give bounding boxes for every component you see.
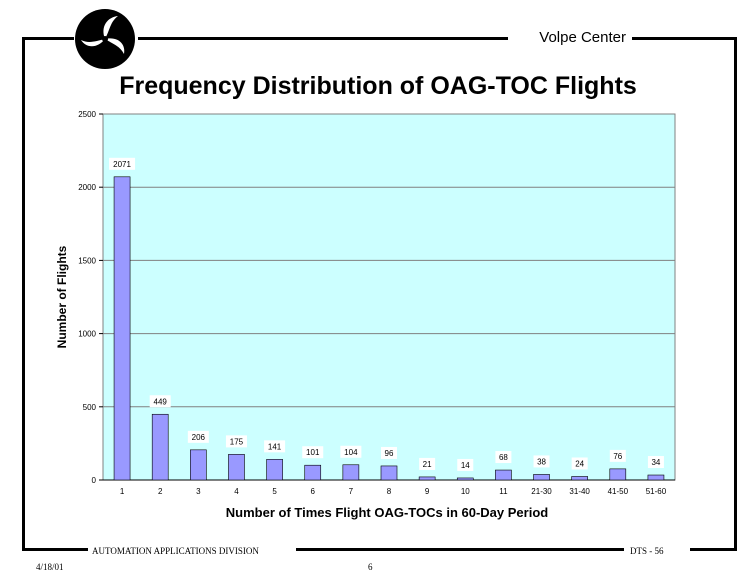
dot-logo-icon (75, 9, 135, 69)
bars (113, 176, 665, 481)
data-label-box (225, 435, 247, 448)
x-tick-label: 11 (499, 487, 508, 496)
data-label-box (419, 457, 436, 470)
bar (151, 413, 169, 481)
bar (190, 449, 207, 481)
data-label-box (457, 458, 474, 471)
bar (304, 464, 322, 481)
data-label: 34 (651, 458, 660, 467)
x-tick-label: 3 (196, 487, 201, 496)
footer-rule-right (690, 548, 736, 551)
x-tick-label: 9 (425, 487, 430, 496)
data-label: 76 (613, 452, 622, 461)
y-tick-label: 1000 (78, 330, 96, 339)
x-tick-label: 2 (158, 487, 163, 496)
y-tick-label: 1500 (78, 256, 96, 265)
data-label-box (109, 157, 136, 170)
x-tick-label: 1 (120, 487, 125, 496)
data-label: 38 (537, 457, 546, 466)
data-label: 206 (192, 433, 206, 442)
y-tick-label: 2500 (78, 110, 96, 119)
data-label: 175 (230, 437, 244, 446)
x-tick-labels: 1 2 3 4 5 6 7 8 9 10 11 21-30 31-40 41-50 51-60 (120, 487, 667, 496)
data-label-box (647, 456, 664, 469)
y-tick-labels: 0 500 1000 1500 2000 2500 (78, 110, 103, 485)
x-tick-label: 41-50 (608, 487, 629, 496)
bar (418, 476, 436, 481)
data-label: 21 (423, 460, 432, 469)
x-tick-label: 21-30 (531, 487, 552, 496)
data-label-box (571, 457, 588, 470)
bar (609, 468, 627, 481)
footer-rule-mid (296, 548, 624, 551)
data-label: 96 (385, 449, 394, 458)
bar (495, 469, 512, 481)
chart-title: Frequency Distribution of OAG-TOC Flight… (119, 72, 637, 100)
x-tick-label: 7 (349, 487, 354, 496)
y-tick-label: 0 (92, 476, 97, 485)
footer-rule-left (22, 548, 88, 551)
header-rule-right (138, 37, 508, 40)
y-tick-label: 2000 (78, 183, 96, 192)
bar (571, 476, 588, 481)
data-label: 101 (306, 448, 320, 457)
x-tick-label: 10 (461, 487, 470, 496)
data-label: 104 (344, 448, 358, 457)
footer-page-number: 6 (368, 562, 373, 572)
x-tick-label: 5 (272, 487, 277, 496)
x-tick-label: 8 (387, 487, 392, 496)
bar (533, 474, 550, 481)
bar (380, 465, 398, 481)
data-labels: 2071 449 206 175 141 101 104 96 21 14 68 38 24 76 34 (109, 157, 664, 471)
data-label: 449 (154, 397, 168, 406)
frame-left (22, 37, 25, 551)
data-label-box (149, 395, 171, 408)
data-label: 2071 (113, 160, 131, 169)
header-rule-left (22, 37, 74, 40)
bar (342, 464, 360, 481)
bar (228, 454, 245, 481)
x-tick-label: 6 (311, 487, 316, 496)
footer-division: AUTOMATION APPLICATIONS DIVISION (92, 546, 259, 556)
x-tick-label: 51-60 (646, 487, 667, 496)
y-axis-label: Number of Flights (55, 245, 69, 348)
data-label-box (264, 440, 286, 453)
footer-date: 4/18/01 (36, 562, 64, 572)
bar (266, 459, 283, 481)
x-axis-label: Number of Times Flight OAG-TOCs in 60-Da… (226, 505, 548, 520)
y-tick-label: 500 (83, 403, 97, 412)
header-rule-far-right (632, 37, 736, 40)
x-tick-label: 31-40 (569, 487, 590, 496)
data-label-box (609, 449, 626, 462)
bar (456, 477, 474, 481)
data-label-box (340, 445, 362, 458)
data-label-box (495, 451, 512, 464)
footer-code: DTS - 56 (630, 546, 664, 556)
data-label: 24 (575, 459, 584, 468)
data-label: 14 (461, 461, 470, 470)
org-name: Volpe Center (539, 29, 626, 46)
data-label: 141 (268, 442, 282, 451)
frame-right (734, 37, 737, 551)
data-label-box (533, 455, 550, 468)
data-label-box (187, 430, 209, 443)
plot-area (102, 113, 676, 481)
x-tick-label: 4 (234, 487, 239, 496)
data-label-box (302, 446, 324, 459)
bar (113, 176, 131, 481)
data-label-box (381, 446, 397, 459)
data-label: 68 (499, 453, 508, 462)
bar (647, 474, 665, 481)
